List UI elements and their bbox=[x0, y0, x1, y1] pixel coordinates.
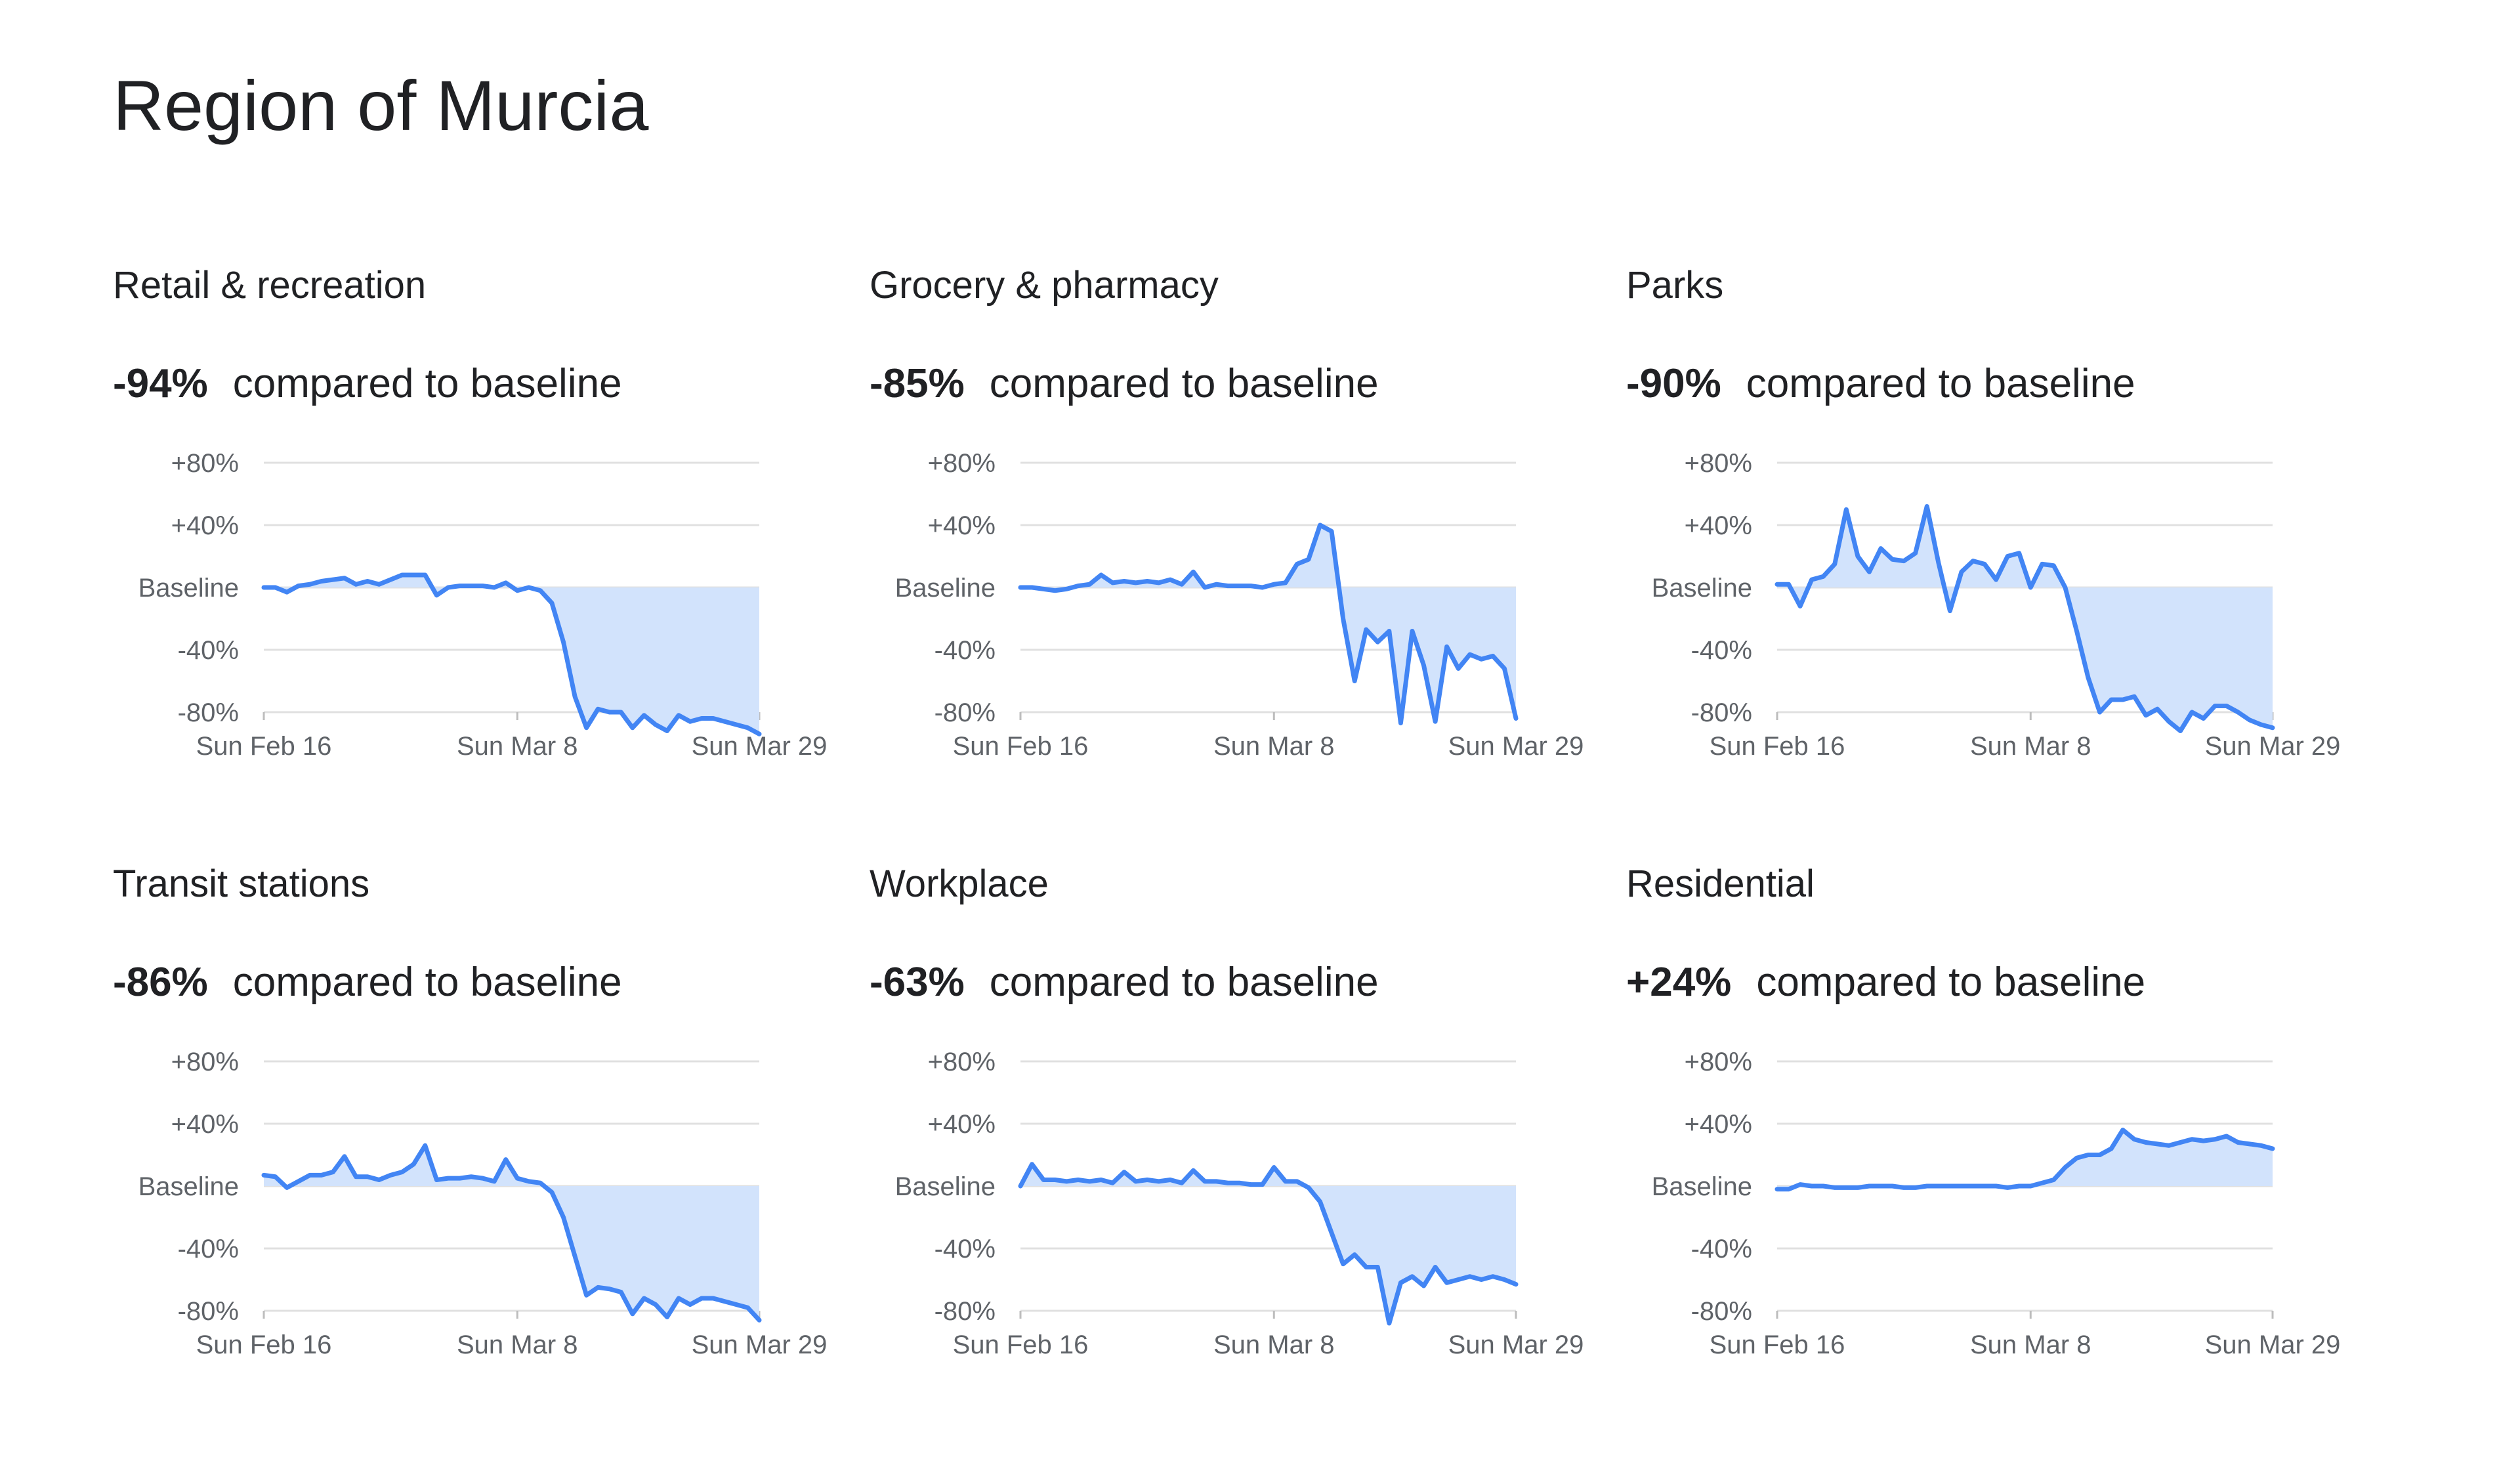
chart-parks: +80% +40% Baseline -40% -80% Sun Feb 16 Sun Ma… bbox=[1652, 449, 2341, 761]
panel-title: Grocery & pharmacy bbox=[870, 264, 1219, 307]
y-tick-label: +40% bbox=[928, 511, 996, 540]
y-tick-label: -40% bbox=[934, 636, 996, 665]
x-tick-label: Sun Mar 29 bbox=[2205, 1330, 2341, 1359]
chart-grocery-pharmacy: +80% +40% Baseline -40% -80% Sun Feb 16 Sun Ma… bbox=[895, 449, 1584, 761]
panel-workplace: Workplace -63% compared to baseline +80% +… bbox=[870, 861, 1618, 1426]
change-text: compared to baseline bbox=[232, 960, 622, 1005]
change-value: -90% bbox=[1626, 361, 1721, 406]
chart-residential: +80% +40% Baseline -40% -80% Sun Feb 16 Sun Ma… bbox=[1652, 1048, 2341, 1359]
panel-title: Retail & recreation bbox=[113, 264, 427, 307]
panel-title: Residential bbox=[1626, 862, 1815, 905]
change-value: -63% bbox=[870, 960, 965, 1005]
panel-retail-recreation: Retail & recreation -94% compared to base… bbox=[113, 263, 861, 827]
x-tick-label: Sun Mar 8 bbox=[1213, 732, 1335, 761]
y-tick-label: +80% bbox=[928, 1048, 996, 1076]
panel-transit-stations: Transit stations -86% compared to baselin… bbox=[113, 861, 861, 1426]
series-line bbox=[1774, 1128, 2275, 1192]
y-tick-label: +40% bbox=[171, 511, 239, 540]
panel-change: -86% compared to baseline bbox=[113, 958, 622, 1007]
panel-grocery-pharmacy: Grocery & pharmacy -85% compared to basel… bbox=[870, 263, 1618, 827]
y-tick-label: Baseline bbox=[1652, 574, 1752, 603]
y-tick-label: -40% bbox=[1691, 1235, 1752, 1264]
change-value: +24% bbox=[1626, 960, 1732, 1005]
x-tick-label: Sun Mar 29 bbox=[1448, 1330, 1584, 1359]
panel-change: -94% compared to baseline bbox=[113, 360, 622, 408]
panel-change: +24% compared to baseline bbox=[1626, 958, 2145, 1007]
y-tick-label: -80% bbox=[178, 1297, 239, 1326]
page-title: Region of Murcia bbox=[113, 66, 649, 145]
y-tick-label: Baseline bbox=[895, 1172, 996, 1201]
x-tick-label: Sun Feb 16 bbox=[1710, 1330, 1845, 1359]
y-tick-label: +80% bbox=[171, 449, 239, 478]
x-tick-label: Sun Feb 16 bbox=[1710, 732, 1845, 761]
y-tick-label: +80% bbox=[1685, 1048, 1752, 1076]
y-tick-label: Baseline bbox=[138, 1172, 239, 1201]
y-tick-label: -40% bbox=[178, 636, 239, 665]
x-tick-label: Sun Mar 8 bbox=[1970, 732, 2091, 761]
y-tick-label: -80% bbox=[178, 698, 239, 727]
y-tick-label: +40% bbox=[928, 1110, 996, 1139]
series-line bbox=[1774, 504, 2275, 733]
chart-workplace: +80% +40% Baseline -40% -80% Sun Feb 16 Sun Ma… bbox=[895, 1048, 1584, 1359]
change-value: -86% bbox=[113, 960, 208, 1005]
panel-title: Workplace bbox=[870, 862, 1049, 905]
y-tick-label: +40% bbox=[1685, 511, 1752, 540]
change-text: compared to baseline bbox=[989, 361, 1379, 406]
change-value: -94% bbox=[113, 361, 208, 406]
y-tick-label: +80% bbox=[928, 449, 996, 478]
x-tick-label: Sun Mar 29 bbox=[2205, 732, 2341, 761]
x-tick-label: Sun Feb 16 bbox=[196, 732, 332, 761]
y-tick-label: Baseline bbox=[1652, 1172, 1752, 1201]
x-tick-label: Sun Mar 8 bbox=[1213, 1330, 1335, 1359]
y-tick-label: -80% bbox=[934, 1297, 996, 1326]
x-tick-label: Sun Mar 8 bbox=[457, 732, 578, 761]
x-tick-label: Sun Feb 16 bbox=[196, 1330, 332, 1359]
panel-change: -90% compared to baseline bbox=[1626, 360, 2135, 408]
x-tick-label: Sun Mar 29 bbox=[692, 732, 828, 761]
change-text: compared to baseline bbox=[1746, 361, 2135, 406]
y-tick-label: -40% bbox=[178, 1235, 239, 1264]
change-text: compared to baseline bbox=[232, 361, 622, 406]
series-line bbox=[261, 572, 762, 736]
area-fill bbox=[264, 1145, 759, 1321]
area-fill bbox=[264, 575, 759, 734]
y-tick-label: +80% bbox=[1685, 449, 1752, 478]
x-tick-label: Sun Mar 8 bbox=[457, 1330, 578, 1359]
panel-change: -85% compared to baseline bbox=[870, 360, 1379, 408]
series-line bbox=[1018, 522, 1519, 726]
x-tick-label: Sun Mar 29 bbox=[692, 1330, 828, 1359]
series-line bbox=[1018, 1162, 1519, 1326]
panel-change: -63% compared to baseline bbox=[870, 958, 1379, 1007]
series-line bbox=[261, 1143, 762, 1323]
y-tick-label: Baseline bbox=[895, 574, 996, 603]
y-tick-label: -80% bbox=[1691, 1297, 1752, 1326]
y-tick-label: -80% bbox=[1691, 698, 1752, 727]
change-text: compared to baseline bbox=[989, 960, 1379, 1005]
y-tick-label: +80% bbox=[171, 1048, 239, 1076]
panel-residential: Residential +24% compared to baseline +80… bbox=[1626, 861, 2374, 1426]
x-tick-label: Sun Mar 29 bbox=[1448, 732, 1584, 761]
y-tick-label: Baseline bbox=[138, 574, 239, 603]
y-tick-label: +40% bbox=[1685, 1110, 1752, 1139]
chart-transit-stations: +80% +40% Baseline -40% -80% Sun Feb 16 Sun Ma… bbox=[138, 1048, 828, 1359]
y-tick-label: +40% bbox=[171, 1110, 239, 1139]
panel-parks: Parks -90% compared to baseline +80% +40% B… bbox=[1626, 263, 2374, 827]
x-tick-label: Sun Feb 16 bbox=[953, 1330, 1089, 1359]
area-fill bbox=[1020, 525, 1516, 723]
panel-title: Transit stations bbox=[113, 862, 370, 905]
y-tick-label: -80% bbox=[934, 698, 996, 727]
x-tick-label: Sun Mar 8 bbox=[1970, 1330, 2091, 1359]
x-tick-label: Sun Feb 16 bbox=[953, 732, 1089, 761]
area-fill bbox=[1020, 1164, 1516, 1323]
change-text: compared to baseline bbox=[1756, 960, 2146, 1005]
y-tick-label: -40% bbox=[934, 1235, 996, 1264]
chart-retail-recreation: +80% +40% Baseline -40% -80% Sun Feb 16 Sun Ma… bbox=[138, 449, 828, 761]
change-value: -85% bbox=[870, 361, 965, 406]
y-tick-label: -40% bbox=[1691, 636, 1752, 665]
panel-title: Parks bbox=[1626, 264, 1724, 307]
